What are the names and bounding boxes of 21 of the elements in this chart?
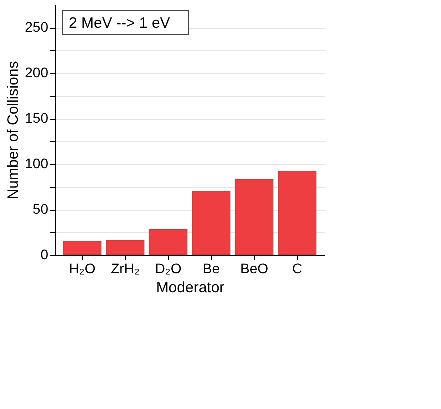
bar [106,240,145,256]
bar [149,229,188,256]
x-tick-label: ZrH₂ [111,260,140,276]
x-tick-label: H₂O [69,260,96,276]
x-axis-title: Moderator [156,280,225,296]
y-tick-label: 200 [25,64,49,81]
x-tick-label: D₂O [155,260,182,276]
x-tick-label: BeO [240,260,269,276]
y-axis-title: Number of Collisions [5,61,22,200]
bar [63,241,102,256]
y-tick-label: 250 [25,19,49,36]
y-tick-label: 150 [25,110,49,126]
x-tick-label: Be [202,260,220,276]
x-tick-label: C [292,260,303,276]
bar [192,191,231,256]
annotation: 2 MeV --> 1 eV [69,15,170,32]
y-tick-label: 0 [40,246,49,262]
y-tick-label: 100 [25,156,49,172]
bar [278,171,317,256]
y-tick-label: 50 [32,201,49,218]
bar [235,179,274,256]
